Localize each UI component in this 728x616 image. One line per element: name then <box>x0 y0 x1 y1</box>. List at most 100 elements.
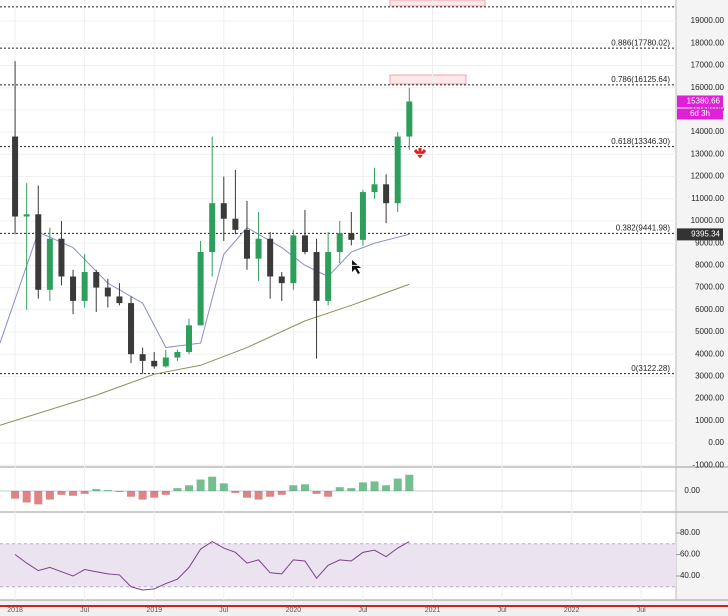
price-label: 15380.66 <box>687 97 721 106</box>
macd-bar <box>254 491 263 500</box>
time-axis-bg <box>0 600 728 616</box>
candle-body <box>70 276 77 301</box>
fib-label: 0(3122.28) <box>631 364 670 373</box>
y-tick-label: 3000.00 <box>695 372 724 381</box>
countdown: 6d 3h <box>690 109 710 118</box>
moving-average <box>0 283 410 426</box>
x-tick-label: Jul <box>80 607 89 614</box>
macd-bar <box>69 491 78 496</box>
y-tick-label: 60.00 <box>680 550 701 559</box>
x-tick-label: Jul <box>498 607 507 614</box>
y-tick-label: 16000.00 <box>691 83 725 92</box>
candle-body <box>93 272 100 288</box>
candle-body <box>162 357 169 367</box>
macd-bar <box>208 476 217 491</box>
candle-body <box>197 252 204 326</box>
candle-body <box>371 184 378 193</box>
macd-bar <box>382 485 391 491</box>
candle-body <box>23 214 30 217</box>
rsi-band <box>0 543 676 587</box>
candle-body <box>104 287 111 297</box>
macd-bar <box>312 491 321 494</box>
macd-bar <box>335 487 344 491</box>
y-tick-label: 8000.00 <box>695 260 724 269</box>
candle-body <box>139 354 146 361</box>
macd-bar <box>45 491 54 500</box>
candle-body <box>116 296 123 304</box>
y-tick-label: 13000.00 <box>691 149 725 158</box>
candle-body <box>46 238 53 290</box>
fib-label: 0.786(16125.64) <box>611 75 670 84</box>
candle-body <box>313 252 320 301</box>
y-tick-label: 40.00 <box>680 571 701 580</box>
macd-bar <box>242 491 251 498</box>
macd-bar <box>92 489 101 491</box>
macd-bar <box>185 485 194 491</box>
y-tick-label: 6000.00 <box>695 305 724 314</box>
macd-bar <box>127 491 136 497</box>
y-tick-label: 14000.00 <box>691 127 725 136</box>
macd-bar <box>300 484 309 491</box>
countdown-box <box>677 108 723 120</box>
candle-body <box>290 235 297 284</box>
macd-bar <box>22 491 31 503</box>
macd-bar <box>115 491 124 492</box>
y-tick-label: 7000.00 <box>695 283 724 292</box>
candle-body <box>58 238 65 277</box>
y-tick-label: 11000.00 <box>691 194 724 203</box>
annotation-box <box>389 74 467 85</box>
candle-body <box>406 101 413 137</box>
candle-body <box>278 276 285 284</box>
y-tick-label: 4000.00 <box>695 349 724 358</box>
candle-body <box>128 303 135 355</box>
candle-body <box>209 203 216 253</box>
candle-body <box>12 136 19 217</box>
price-label: 9395.34 <box>691 229 720 238</box>
macd-bar <box>196 479 205 491</box>
x-tick-label: 2021 <box>425 607 441 614</box>
x-tick-label: Jul <box>219 607 228 614</box>
x-tick-label: 2022 <box>564 607 580 614</box>
macd-bar <box>405 474 414 491</box>
macd-bar <box>219 483 228 491</box>
macd-bar <box>393 478 402 491</box>
macd-bar <box>103 490 112 491</box>
macd-bar <box>347 488 356 491</box>
y-tick-label: 12000.00 <box>691 172 725 181</box>
macd-bar <box>57 491 66 495</box>
macd-bar <box>231 491 240 493</box>
y-tick-label: 2000.00 <box>695 394 724 403</box>
y-tick-label: 9000.00 <box>695 238 724 247</box>
macd-bar <box>358 482 367 491</box>
candle-body <box>174 351 181 358</box>
candle-body <box>348 233 355 240</box>
macd-bar <box>277 491 286 495</box>
macd-bar <box>324 491 333 497</box>
price-label-box <box>677 228 723 241</box>
y-tick-label: 17000.00 <box>691 61 725 70</box>
y-tick-label: 0.00 <box>684 486 700 495</box>
annotation-box <box>389 0 486 7</box>
fib-label: 0.382(9441.98) <box>616 223 671 232</box>
rsi-line <box>14 540 410 591</box>
x-tick-label: 2019 <box>146 607 162 614</box>
macd-bar <box>173 488 182 491</box>
candle-body <box>81 272 88 301</box>
macd-bar <box>150 491 159 498</box>
macd-bar <box>138 491 147 500</box>
macd-bar <box>266 491 275 497</box>
cursor <box>352 260 361 274</box>
y-tick-label: 80.00 <box>680 528 701 537</box>
candle-body <box>232 218 239 230</box>
candle-body <box>301 235 308 253</box>
macd-bar <box>370 481 379 491</box>
candle-body <box>186 325 193 352</box>
candle-body <box>383 184 390 204</box>
fib-label: 0.618(13346.30) <box>611 137 670 146</box>
y-tick-label: 10000.00 <box>691 216 725 225</box>
macd-bar <box>161 491 170 495</box>
fib-label: 0.886(17780.02) <box>611 38 670 47</box>
price-label-box <box>677 95 723 108</box>
candle-body <box>325 252 332 301</box>
